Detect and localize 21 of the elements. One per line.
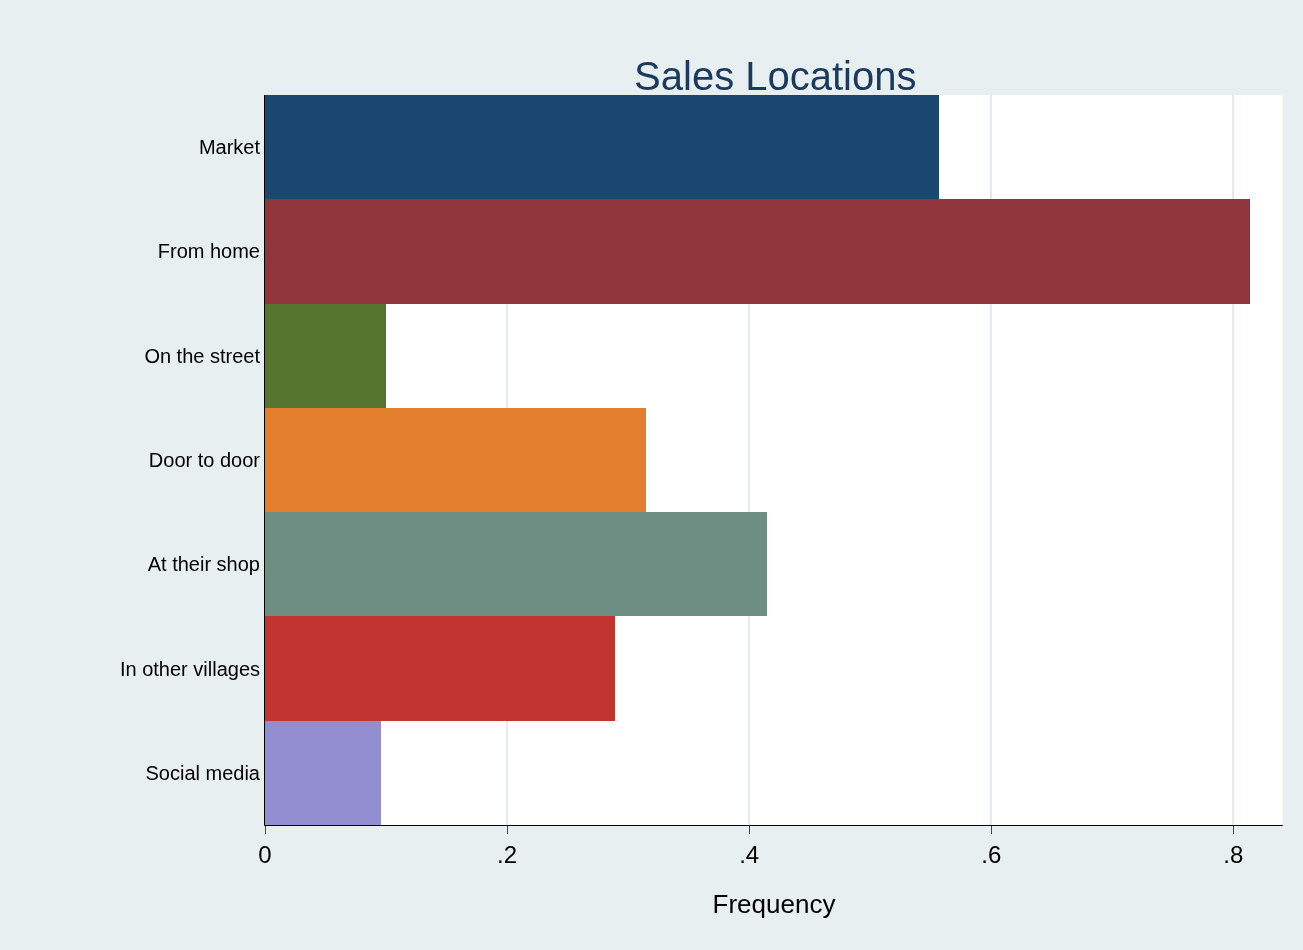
x-tick-label: .8 bbox=[1223, 840, 1244, 868]
bar bbox=[265, 512, 767, 616]
x-tick-label: .6 bbox=[981, 840, 1002, 868]
bar bbox=[265, 721, 381, 825]
x-tick-label: .4 bbox=[739, 840, 760, 868]
x-tick-label: 0 bbox=[258, 840, 272, 868]
y-tick-label: Social media bbox=[145, 761, 261, 784]
bar bbox=[265, 199, 1250, 304]
y-tick-label: Door to door bbox=[148, 449, 261, 471]
y-tick-label: From home bbox=[157, 240, 260, 263]
x-tick-label: .2 bbox=[497, 840, 518, 868]
y-tick-label: On the street bbox=[144, 344, 261, 367]
y-tick-label: At their shop bbox=[147, 553, 260, 576]
x-axis-title: Frequency bbox=[712, 889, 836, 919]
bar bbox=[265, 408, 646, 512]
bar bbox=[265, 304, 386, 408]
bar bbox=[265, 95, 939, 199]
bar bbox=[265, 616, 615, 721]
y-tick-label: Market bbox=[198, 136, 261, 159]
chart-title: Sales Locations bbox=[634, 53, 917, 98]
y-tick-label: In other villages bbox=[119, 657, 260, 680]
